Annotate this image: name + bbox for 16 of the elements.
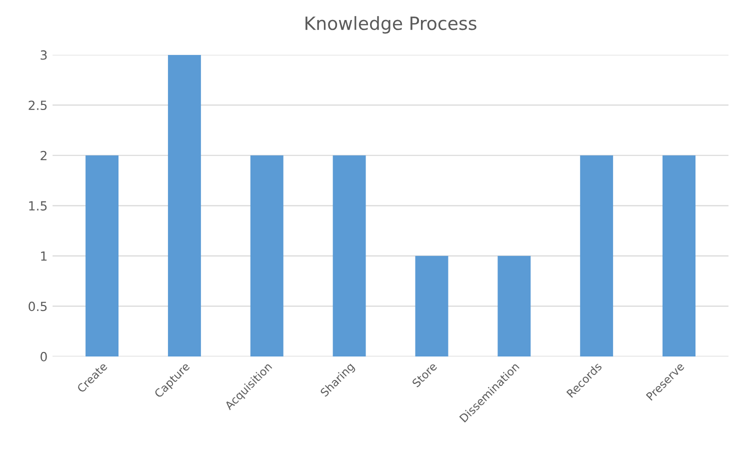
bar	[332, 155, 366, 356]
chart-title: Knowledge Process	[306, 16, 476, 34]
y-tick-label: 0	[40, 352, 47, 362]
bar	[168, 54, 201, 356]
bar	[250, 155, 284, 356]
y-tick-label: 3	[40, 50, 47, 60]
y-tick-label: 1	[41, 252, 47, 261]
bar	[415, 256, 448, 356]
bar	[580, 155, 614, 356]
y-tick-label: 0.5	[28, 302, 47, 312]
bar	[86, 155, 119, 356]
y-tick-label: 2.5	[28, 100, 47, 110]
bar	[662, 155, 696, 356]
y-tick-label: 2	[40, 150, 46, 160]
bar	[498, 256, 531, 356]
y-tick-label: 1.5	[29, 201, 47, 211]
